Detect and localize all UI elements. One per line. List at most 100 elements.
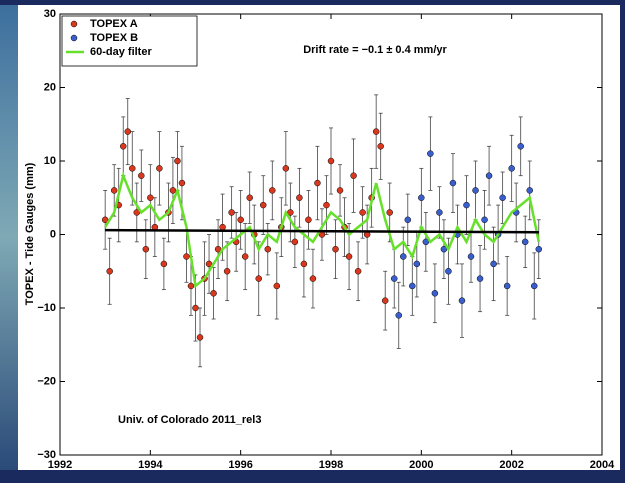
data-point [296, 194, 303, 201]
data-point [273, 282, 281, 290]
data-point [386, 209, 393, 216]
data-point [431, 290, 439, 297]
data-point [422, 238, 430, 246]
data-point [499, 194, 506, 201]
data-point [377, 143, 384, 150]
data-point [395, 312, 402, 319]
data-point [427, 150, 434, 157]
x-tick-label: 1992 [48, 459, 72, 471]
data-point [138, 172, 145, 179]
data-point [526, 187, 533, 194]
data-point [458, 297, 466, 304]
data-point [183, 253, 190, 260]
y-axis-label: TOPEX - Tide Gauges (mm) [24, 162, 36, 305]
data-point [381, 297, 389, 304]
data-point [305, 216, 312, 224]
data-point [129, 165, 136, 172]
data-point [481, 216, 488, 224]
data-point [101, 216, 109, 224]
data-point [133, 209, 141, 216]
y-tick-label: 0 [50, 228, 56, 240]
data-point [260, 201, 267, 209]
data-point [309, 275, 317, 282]
data-point [160, 260, 168, 268]
x-tick-label: 1994 [138, 459, 163, 471]
data-point [490, 260, 497, 268]
data-point [300, 260, 308, 268]
data-point [187, 282, 195, 290]
x-tick-label: 1998 [319, 459, 343, 471]
data-point [196, 334, 204, 341]
data-point [223, 268, 231, 275]
data-point [174, 157, 181, 165]
data-point [404, 216, 412, 224]
x-tick-label: 1996 [228, 459, 252, 471]
data-point [241, 253, 249, 260]
data-point [354, 268, 362, 275]
data-point [210, 290, 217, 297]
data-point [156, 165, 163, 172]
legend-marker [70, 20, 78, 28]
annotation: Univ. of Colorado 2011_rel3 [118, 414, 261, 426]
data-point [517, 143, 524, 150]
y-tick-label: 10 [44, 155, 56, 167]
legend-label: 60-day filter [90, 46, 152, 58]
data-point [463, 201, 470, 209]
y-tick-label: −30 [37, 449, 56, 461]
data-point [535, 245, 543, 253]
data-point [237, 216, 244, 224]
data-point [142, 245, 150, 253]
data-point [400, 253, 407, 260]
data-point [332, 245, 339, 253]
data-point [418, 194, 425, 201]
data-point [246, 194, 253, 201]
data-point [323, 201, 330, 209]
data-point [228, 209, 235, 216]
data-point [359, 209, 366, 216]
data-point [327, 157, 335, 165]
y-tick-label: 30 [44, 8, 56, 20]
data-point [106, 268, 113, 275]
data-point [485, 172, 493, 179]
legend-label: TOPEX A [90, 18, 138, 30]
data-point [124, 128, 131, 135]
photo-strip [0, 5, 20, 470]
data-point [531, 282, 538, 290]
data-point [409, 282, 416, 290]
data-point [445, 268, 452, 275]
legend-label: TOPEX B [90, 32, 138, 44]
y-tick-label: 20 [44, 81, 56, 93]
data-point [205, 260, 213, 268]
y-tick-label: −10 [37, 302, 56, 314]
legend-marker [70, 34, 78, 42]
y-tick-label: −20 [37, 375, 56, 387]
data-point [178, 179, 186, 187]
data-point [282, 165, 290, 172]
data-point [390, 275, 398, 282]
filter-line [104, 171, 540, 289]
data-point [287, 209, 294, 216]
data-point [336, 187, 344, 194]
data-point [350, 172, 357, 179]
data-point [264, 245, 272, 253]
annotation: Drift rate = −0.1 ± 0.4 mm/yr [303, 44, 447, 56]
data-point [269, 187, 276, 194]
data-point [436, 209, 443, 216]
x-tick-label: 2000 [409, 459, 433, 471]
data-point [372, 128, 380, 135]
trend-line [105, 228, 539, 234]
data-point [192, 304, 199, 312]
data-point [521, 238, 529, 246]
data-point [476, 275, 484, 282]
data-point [449, 179, 457, 187]
x-tick-label: 2004 [590, 459, 615, 471]
data-point [345, 253, 353, 260]
data-point [255, 275, 262, 282]
legend-box [61, 15, 198, 67]
data-point [413, 260, 421, 268]
data-point [314, 179, 321, 187]
data-point [219, 223, 226, 231]
data-point [291, 238, 299, 246]
